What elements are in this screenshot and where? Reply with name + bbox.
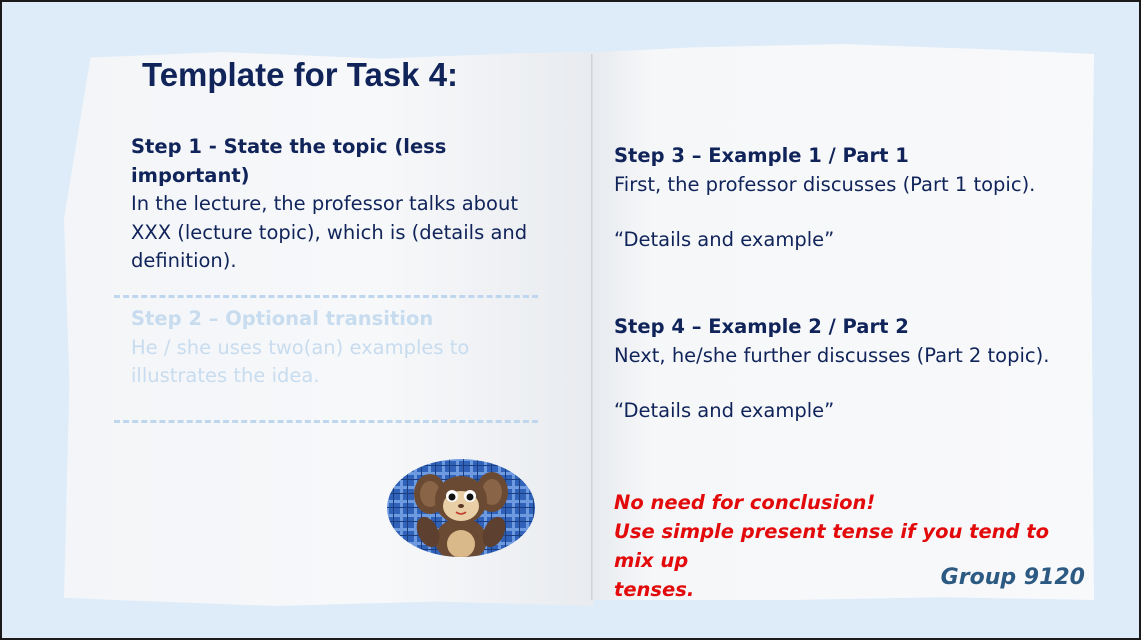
step-3-quote: “Details and example” bbox=[614, 228, 835, 251]
step-2-line: He / she uses two(an) examples to bbox=[131, 335, 470, 359]
step-2-heading: Step 2 – Optional transition bbox=[131, 307, 434, 330]
step-1-line: XXX (lecture topic), which is (details a… bbox=[131, 220, 528, 244]
step-1-block: Step 1 - State the topic (less important… bbox=[131, 133, 531, 276]
step-1-heading: Step 1 - State the topic (less important… bbox=[131, 135, 447, 187]
slide-title: Template for Task 4: bbox=[142, 56, 459, 93]
group-label: Group 9120 bbox=[940, 565, 1085, 590]
page-fold bbox=[591, 54, 594, 600]
step-1-line: definition). bbox=[131, 249, 237, 272]
note-line: No need for conclusion! bbox=[614, 491, 876, 514]
step-2-block: Step 2 – Optional transition He / she us… bbox=[131, 305, 531, 391]
step-4-block: Step 4 – Example 2 / Part 2 Next, he/she… bbox=[614, 313, 1084, 370]
step-3-block: Step 3 – Example 1 / Part 1 First, the p… bbox=[614, 142, 1084, 199]
step-2-line: illustrates the idea. bbox=[131, 364, 320, 387]
step-3-heading: Step 3 – Example 1 / Part 1 bbox=[614, 144, 909, 167]
step-1-line: In the lecture, the professor talks abou… bbox=[131, 192, 518, 215]
step-4-heading: Step 4 – Example 2 / Part 2 bbox=[614, 315, 909, 338]
plush-toy-photo bbox=[387, 459, 535, 557]
step-3-line: First, the professor discusses (Part 1 t… bbox=[614, 172, 1036, 196]
note-line: Use simple present tense if you tend to … bbox=[614, 520, 1050, 572]
warning-notes: No need for conclusion! Use simple prese… bbox=[614, 488, 1084, 604]
open-notebook bbox=[64, 44, 1096, 610]
dashed-divider bbox=[114, 420, 538, 423]
step-4-quote: “Details and example” bbox=[614, 399, 835, 422]
step-4-line: Next, he/she further discusses (Part 2 t… bbox=[614, 343, 1050, 367]
dashed-divider bbox=[114, 295, 538, 298]
note-line: tenses. bbox=[614, 578, 695, 601]
right-page bbox=[592, 44, 1094, 600]
